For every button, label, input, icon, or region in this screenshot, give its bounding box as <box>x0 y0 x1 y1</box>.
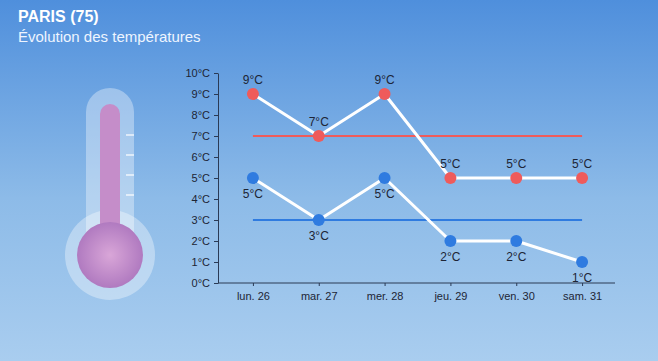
y-tick: 10°C <box>185 67 218 79</box>
y-tick-label: 5°C <box>192 172 211 184</box>
y-tick-mark <box>214 157 218 158</box>
x-tick: mar. 27 <box>301 283 338 302</box>
y-tick-mark <box>214 73 218 74</box>
y-tick: 3°C <box>192 214 218 226</box>
series-point <box>379 88 391 100</box>
x-axis-line <box>218 283 615 284</box>
x-tick-mark <box>516 283 517 286</box>
thermometer-bulb <box>77 222 143 288</box>
series-point <box>247 172 259 184</box>
x-tick: sam. 31 <box>563 283 602 302</box>
data-label: 9°C <box>375 73 395 87</box>
data-label: 9°C <box>243 73 263 87</box>
data-label: 5°C <box>375 187 395 201</box>
data-label: 5°C <box>506 157 526 171</box>
background <box>0 0 658 361</box>
y-tick-mark <box>214 283 218 284</box>
y-tick: 5°C <box>192 172 218 184</box>
plot-area <box>247 88 588 268</box>
title: PARIS (75) <box>18 8 99 25</box>
series-line <box>253 178 582 262</box>
thermometer-graduation <box>126 194 134 196</box>
series-point <box>444 235 456 247</box>
y-tick: 4°C <box>192 193 218 205</box>
y-axis: 0°C 1°C 2°C 3°C 4°C 5°C 6°C 7°C 8°C 9°C 10°C <box>185 67 218 289</box>
y-tick-mark <box>214 115 218 116</box>
x-tick-label: jeu. 29 <box>433 290 467 302</box>
y-tick-mark <box>214 220 218 221</box>
x-tick-mark <box>450 283 451 286</box>
x-axis: lun. 26 mar. 27 mer. 28 jeu. 29 ven. 30 sam. … <box>218 283 615 302</box>
data-label: 2°C <box>440 250 460 264</box>
data-label: 3°C <box>309 229 329 243</box>
data-label: 7°C <box>309 115 329 129</box>
data-labels: 9°C 7°C 9°C 5°C 5°C 5°C 5°C 3°C 5°C 2°C 2°C 1°C <box>243 73 593 285</box>
x-tick-mark <box>319 283 320 286</box>
x-tick-mark <box>253 283 254 286</box>
y-tick-label: 4°C <box>192 193 211 205</box>
x-tick: ven. 30 <box>499 283 535 302</box>
y-tick: 7°C <box>192 130 218 142</box>
y-tick: 1°C <box>192 256 218 268</box>
series-point <box>379 172 391 184</box>
series-point <box>313 214 325 226</box>
series-point <box>247 88 259 100</box>
subtitle: Évolution des températures <box>18 28 201 45</box>
x-tick-label: sam. 31 <box>563 290 602 302</box>
y-tick-mark <box>214 178 218 179</box>
thermometer-glass-bulb <box>65 210 155 300</box>
data-label: 1°C <box>572 271 592 285</box>
x-tick-label: mer. 28 <box>367 290 404 302</box>
y-tick-label: 3°C <box>192 214 211 226</box>
thermometer-graduation <box>126 134 134 136</box>
y-tick-label: 1°C <box>192 256 211 268</box>
y-tick-label: 10°C <box>185 67 210 79</box>
y-tick: 9°C <box>192 88 218 100</box>
y-tick-mark <box>214 199 218 200</box>
reference-line <box>253 219 582 221</box>
series-point <box>510 172 522 184</box>
y-tick-mark <box>214 136 218 137</box>
x-tick-label: mar. 27 <box>301 290 338 302</box>
x-tick-mark <box>385 283 386 286</box>
x-tick: jeu. 29 <box>433 283 467 302</box>
y-tick-label: 7°C <box>192 130 211 142</box>
y-tick-mark <box>214 241 218 242</box>
y-tick: 8°C <box>192 109 218 121</box>
y-tick-mark <box>214 94 218 95</box>
series-point <box>576 256 588 268</box>
y-axis-line <box>218 74 219 284</box>
y-tick-label: 8°C <box>192 109 211 121</box>
y-tick-label: 0°C <box>192 277 211 289</box>
data-label: 2°C <box>506 250 526 264</box>
x-tick: mer. 28 <box>367 283 404 302</box>
y-tick: 6°C <box>192 151 218 163</box>
x-tick-label: lun. 26 <box>237 290 270 302</box>
y-tick-mark <box>214 262 218 263</box>
data-label: 5°C <box>440 157 460 171</box>
thermometer-graduation <box>126 174 134 176</box>
series-point <box>576 172 588 184</box>
data-label: 5°C <box>572 157 592 171</box>
data-label: 5°C <box>243 187 263 201</box>
series-point <box>444 172 456 184</box>
x-tick: lun. 26 <box>237 283 270 302</box>
y-tick: 0°C <box>192 277 218 289</box>
series-line <box>253 94 582 178</box>
y-tick: 2°C <box>192 235 218 247</box>
y-tick-label: 2°C <box>192 235 211 247</box>
y-tick-label: 9°C <box>192 88 211 100</box>
thermometer-graduation <box>126 154 134 156</box>
series-point <box>313 130 325 142</box>
series-point <box>510 235 522 247</box>
x-tick-label: ven. 30 <box>499 290 535 302</box>
thermometer-icon <box>65 88 155 300</box>
y-tick-label: 6°C <box>192 151 211 163</box>
